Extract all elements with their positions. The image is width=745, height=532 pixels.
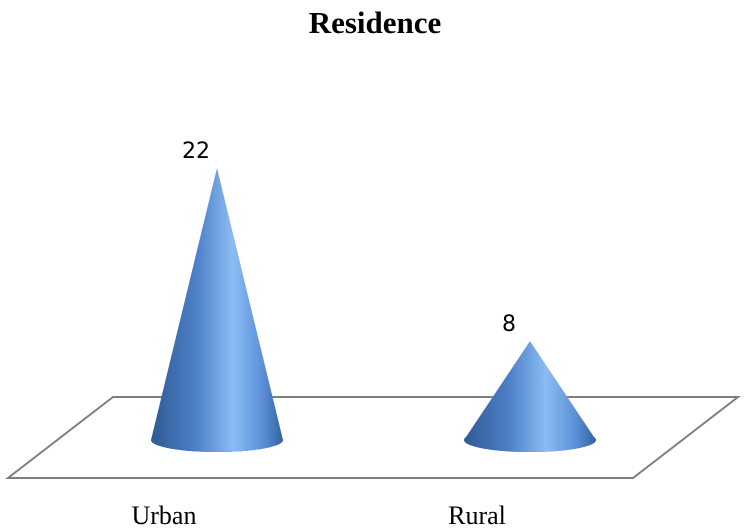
cone — [464, 341, 596, 452]
data-label: 22 — [182, 139, 210, 164]
data-label: 8 — [502, 312, 516, 337]
x-tick-label: Rural — [448, 501, 506, 530]
floor — [5, 396, 741, 479]
cone — [151, 168, 283, 452]
chart-title: Residence — [309, 5, 442, 40]
x-tick-label: Urban — [132, 501, 197, 530]
